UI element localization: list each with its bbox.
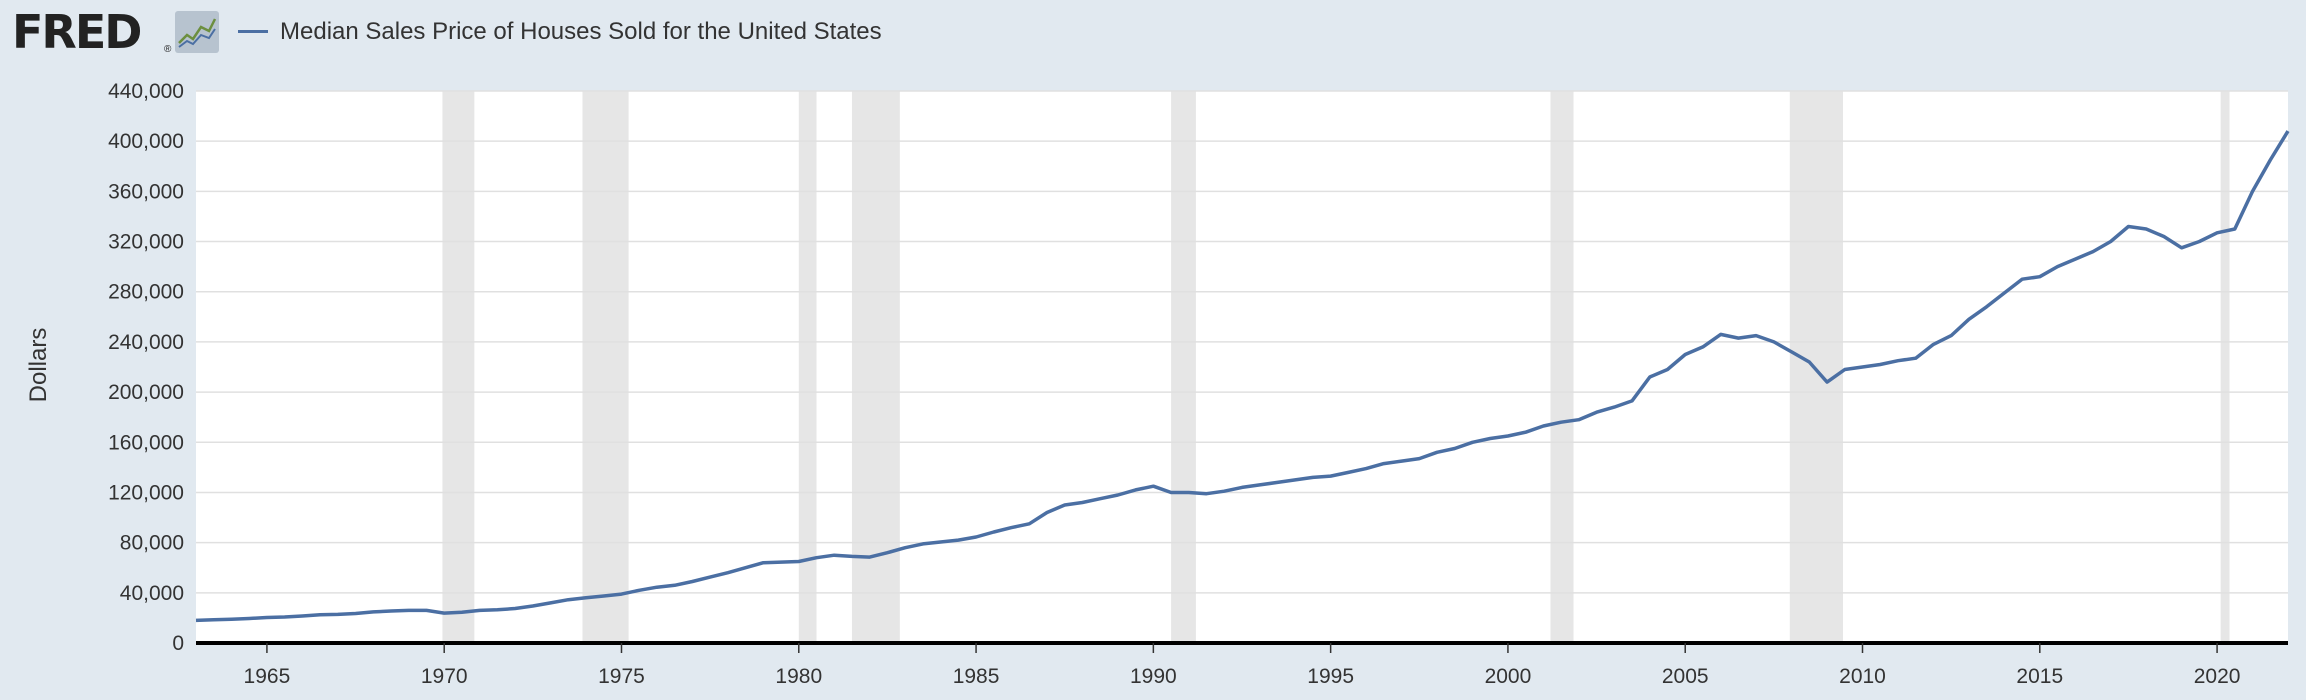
series-title[interactable]: Median Sales Price of Houses Sold for th… [280,18,882,45]
y-tick-label: 280,000 [108,281,184,304]
x-axis-ticks: 1965 1970 1975 1980 1985 1990 1995 2000 2005 2010… [244,643,2241,688]
recession-band [582,91,629,643]
recession-band [798,91,817,643]
y-tick-label: 240,000 [108,331,184,354]
x-tick-label: 2015 [2016,665,2063,688]
recession-band [851,91,900,643]
recession-band [1171,91,1196,643]
y-axis-ticks: 0 40,000 80,000 120,000 160,000 200,000 240,00… [108,80,184,655]
x-tick-label: 2020 [2194,665,2241,688]
x-tick-label: 1985 [953,665,1000,688]
series-layer [195,130,2290,623]
fred-logo[interactable]: FRED [12,5,142,59]
recession-band [442,91,475,643]
y-tick-label: 320,000 [108,231,184,254]
recession-band [1789,91,1844,643]
y-tick-label: 200,000 [108,381,184,404]
recession-band [1550,91,1574,643]
x-tick-label: 2010 [1839,665,1886,688]
fred-logo-chart-icon[interactable] [175,11,219,53]
y-tick-label: 400,000 [108,130,184,153]
x-tick-label: 1975 [598,665,645,688]
series-line[interactable] [195,130,2290,623]
x-tick-label: 1970 [421,665,468,688]
x-tick-label: 1965 [244,665,291,688]
y-tick-label: 440,000 [108,80,184,103]
recession-shading-layer [442,91,2230,643]
plot-area[interactable] [196,91,2288,643]
y-tick-label: 120,000 [108,481,184,504]
y-tick-label: 40,000 [120,582,184,605]
x-tick-label: 2005 [1662,665,1709,688]
chart-header: FRED ® Median Sales Price of Houses Sold… [0,0,2306,62]
gridlines [196,90,2288,594]
y-tick-label: 0 [172,632,184,655]
x-tick-label: 2000 [1485,665,1532,688]
recession-band [2220,91,2230,643]
x-tick-label: 1990 [1130,665,1177,688]
y-tick-label: 360,000 [108,180,184,203]
fred-logo-registered-mark: ® [164,44,172,55]
x-tick-label: 1995 [1307,665,1354,688]
y-tick-label: 80,000 [120,532,184,555]
x-tick-label: 1980 [775,665,822,688]
y-tick-label: 160,000 [108,431,184,454]
y-axis-label: Dollars [25,328,52,403]
legend-line-icon [238,30,268,33]
